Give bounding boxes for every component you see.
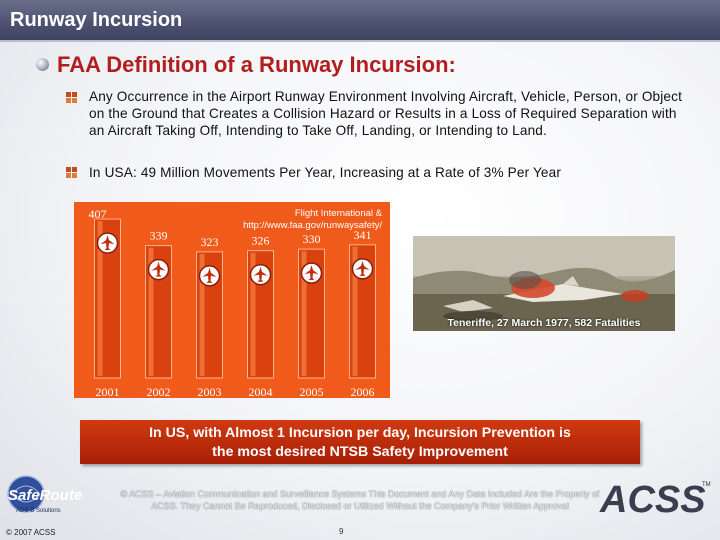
footer-notice: © ACSS – Aviation Communication and Surv… xyxy=(120,488,600,512)
chart-category-label: 2003 xyxy=(198,385,222,398)
chart-bar-group: 323 2003 xyxy=(196,235,223,398)
airplane-shape xyxy=(202,267,217,283)
section-heading: FAA Definition of a Runway Incursion: xyxy=(57,52,456,77)
airplane-shape xyxy=(151,261,166,277)
airplane-shape xyxy=(355,260,370,276)
wreckage-image xyxy=(413,236,675,331)
chart-category-label: 2002 xyxy=(147,385,171,398)
chart-canvas: 407 2001 339 2002 323 2003 326 2004 330 2005 341 20… xyxy=(89,207,376,398)
chart-bar-highlight xyxy=(148,247,154,376)
chart-value-label: 341 xyxy=(354,228,372,242)
saferoute-logo: SafeRoute ADS-B Solutions xyxy=(4,470,100,522)
chart-category-label: 2004 xyxy=(249,385,273,398)
square-bullet-icon xyxy=(66,92,77,103)
acss-tm: TM xyxy=(702,482,711,488)
chart-bar-highlight xyxy=(301,251,307,376)
chart-bar-group: 407 2001 xyxy=(89,207,121,398)
chart-category-label: 2006 xyxy=(351,385,375,398)
incursion-bar-chart: 407 2001 339 2002 323 2003 326 2004 330 2005 341 20… xyxy=(74,202,390,398)
title-divider xyxy=(0,40,720,42)
chart-bar-highlight xyxy=(199,253,205,376)
saferoute-logo-text: SafeRoute xyxy=(8,487,82,504)
page-number: 9 xyxy=(339,527,344,536)
airplane-shape xyxy=(253,266,268,282)
chart-category-label: 2005 xyxy=(300,385,324,398)
chart-bar-highlight xyxy=(250,252,256,376)
sphere-bullet-icon xyxy=(36,58,49,71)
slide-title: Runway Incursion xyxy=(10,9,183,31)
acss-logo: ACSS TM xyxy=(598,476,718,521)
chart-bar-group: 330 2005 xyxy=(298,232,325,398)
photo-caption: Teneriffe, 27 March 1977, 582 Fatalities xyxy=(447,317,641,329)
square-bullet-icon xyxy=(66,167,77,178)
chart-value-label: 323 xyxy=(201,235,219,249)
chart-value-label: 330 xyxy=(303,232,321,246)
copyright-label: © 2007 ACSS xyxy=(6,528,56,537)
chart-value-label: 326 xyxy=(252,234,270,248)
chart-bar-group: 326 2004 xyxy=(247,234,274,398)
accident-photo: Teneriffe, 27 March 1977, 582 Fatalities xyxy=(413,236,675,331)
bullet-definition: Any Occurrence in the Airport Runway Env… xyxy=(89,89,683,138)
saferoute-logo-subtext: ADS-B Solutions xyxy=(16,508,61,514)
callout-line-2: the most desired NTSB Safety Improvement xyxy=(212,444,508,460)
airplane-shape xyxy=(100,235,115,251)
chart-source: Flight International & http://www.faa.go… xyxy=(243,208,382,231)
chart-bar-highlight xyxy=(352,246,358,376)
chart-value-label: 339 xyxy=(150,229,168,243)
acss-logo-text: ACSS xyxy=(599,479,706,518)
callout-line-1: In US, with Almost 1 Incursion per day, … xyxy=(149,425,571,441)
footer-notice-text: © ACSS – Aviation Communication and Surv… xyxy=(120,489,600,511)
chart-bar-group: 341 2006 xyxy=(349,228,376,398)
callout-banner: In US, with Almost 1 Incursion per day, … xyxy=(80,420,640,464)
airplane-shape xyxy=(304,265,319,281)
chart-value-label: 407 xyxy=(89,207,107,221)
chart-bar-group: 339 2002 xyxy=(145,229,172,398)
chart-category-label: 2001 xyxy=(96,385,120,398)
chart-bar-highlight xyxy=(97,221,103,376)
bullet-movements: In USA: 49 Million Movements Per Year, I… xyxy=(89,165,562,180)
title-bar: Runway Incursion xyxy=(0,0,720,40)
